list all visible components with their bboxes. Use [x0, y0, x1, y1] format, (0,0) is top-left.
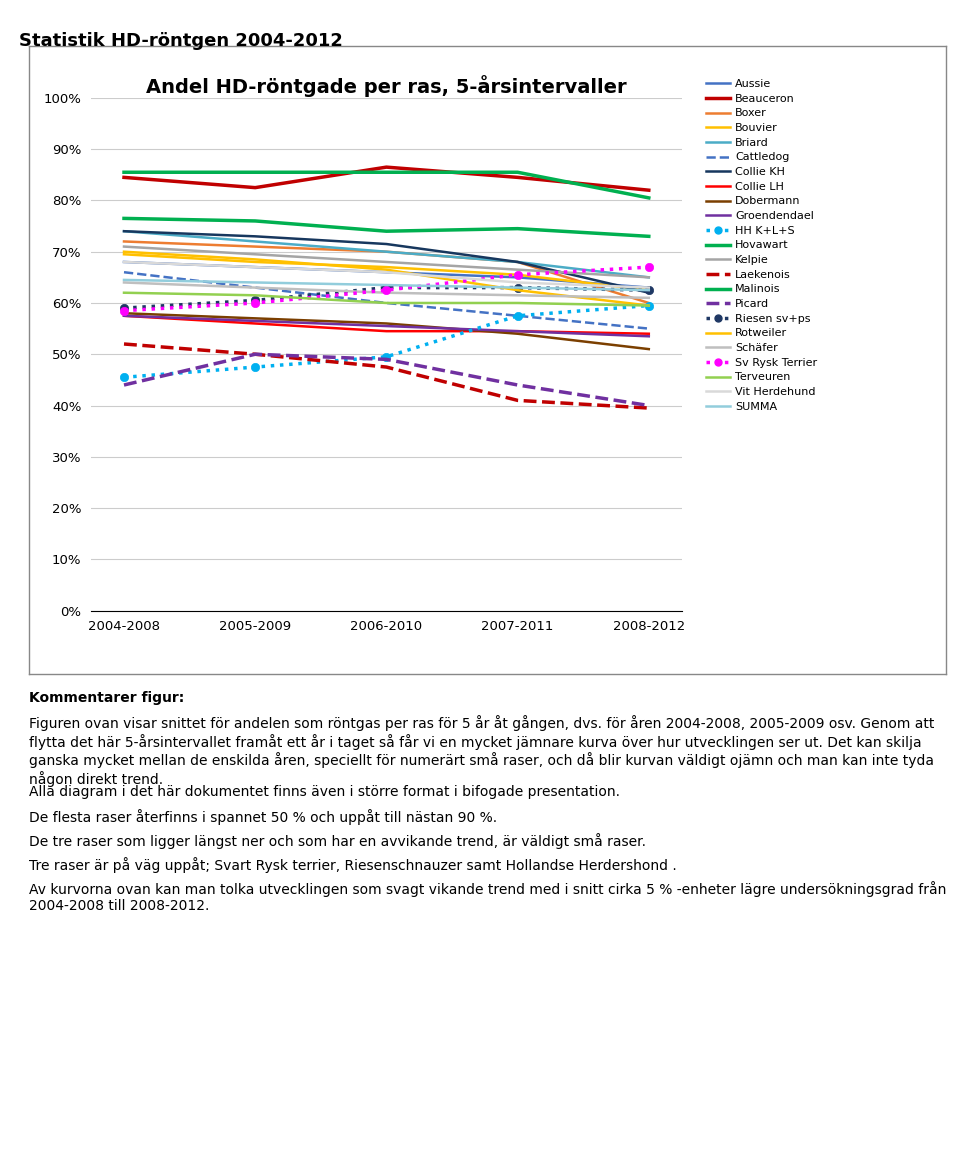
Text: Statistik HD-röntgen 2004-2012: Statistik HD-röntgen 2004-2012 — [19, 32, 343, 51]
Text: Tre raser är på väg uppåt; Svart Rysk terrier, Riesenschnauzer samt Hollandse He: Tre raser är på väg uppåt; Svart Rysk te… — [29, 857, 677, 873]
Text: Kommentarer figur:: Kommentarer figur: — [29, 691, 184, 705]
Text: De flesta raser återfinns i spannet 50 % och uppåt till nästan 90 %.: De flesta raser återfinns i spannet 50 %… — [29, 809, 497, 825]
Text: Alla diagram i det här dokumentet finns även i större format i bifogade presenta: Alla diagram i det här dokumentet finns … — [29, 785, 620, 798]
Text: De tre raser som ligger längst ner och som har en avvikande trend, är väldigt sm: De tre raser som ligger längst ner och s… — [29, 833, 646, 849]
Text: Andel HD-röntgade per ras, 5-årsintervaller: Andel HD-röntgade per ras, 5-årsinterval… — [146, 75, 627, 97]
Text: Av kurvorna ovan kan man tolka utvecklingen som svagt vikande trend med i snitt : Av kurvorna ovan kan man tolka utvecklin… — [29, 881, 947, 914]
Text: Figuren ovan visar snittet för andelen som röntgas per ras för 5 år åt gången, d: Figuren ovan visar snittet för andelen s… — [29, 715, 934, 787]
Legend: Aussie, Beauceron, Boxer, Bouvier, Briard, Cattledog, Collie KH, Collie LH, Dobe: Aussie, Beauceron, Boxer, Bouvier, Briar… — [702, 75, 822, 416]
